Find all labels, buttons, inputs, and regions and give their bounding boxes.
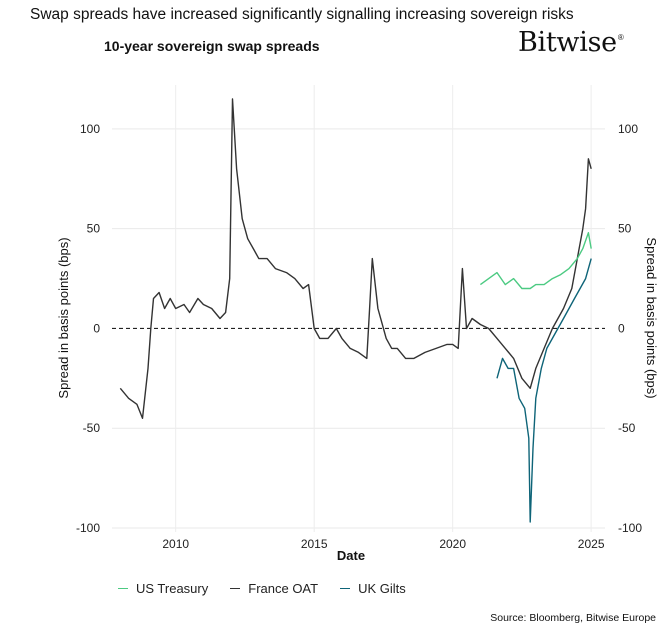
y-tick-label-left: 50 [87, 222, 101, 236]
x-tick-label: 2020 [439, 537, 466, 551]
x-tick-label: 2025 [578, 537, 605, 551]
legend-swatch-uk-gilts [340, 588, 351, 589]
brand-logo: Bitwise® [518, 27, 624, 58]
brand-wordmark: Bitwise [518, 27, 617, 58]
y-tick-label-left: -100 [76, 521, 100, 535]
series-lines [119, 98, 592, 523]
y-tick-label-right: 0 [618, 321, 625, 335]
chart-subtitle: 10-year sovereign swap spreads [104, 38, 320, 54]
chart-legend: US Treasury France OAT UK Gilts [118, 581, 406, 596]
y-tick-label-right: -100 [618, 521, 642, 535]
x-axis-title: Date [337, 548, 365, 563]
legend-swatch-us-treasury [118, 588, 128, 589]
series-line-france-oat [119, 98, 592, 419]
legend-label-us-treasury: US Treasury [136, 581, 209, 596]
legend-item-uk-gilts: UK Gilts [340, 581, 406, 596]
series-line-us-treasury [479, 232, 592, 290]
y-axis-title-left: Spread in basis points (bps) [56, 237, 71, 398]
chart-headline: Swap spreads have increased significantl… [30, 6, 574, 23]
y-tick-label-right: 50 [618, 222, 632, 236]
legend-swatch-france-oat [230, 588, 241, 589]
y-tick-label-left: -50 [83, 421, 101, 435]
axes: -100 -100 -50 -50 0 0 50 50 100 100 2010 2015 2020 20… [76, 122, 642, 551]
y-axis-title-right: Spread in basis points (bps) [644, 237, 659, 398]
y-tick-label-left: 100 [80, 122, 100, 136]
legend-label-uk-gilts: UK Gilts [358, 581, 406, 596]
x-tick-label: 2015 [301, 537, 328, 551]
legend-label-france-oat: France OAT [248, 581, 319, 596]
legend-item-france-oat: France OAT [230, 581, 318, 596]
series-line-uk-gilts [496, 258, 592, 523]
gridlines [112, 85, 605, 532]
y-tick-label-right: -50 [618, 421, 636, 435]
x-tick-label: 2010 [162, 537, 189, 551]
source-note: Source: Bloomberg, Bitwise Europe [490, 612, 656, 624]
registered-mark: ® [617, 33, 624, 42]
legend-item-us-treasury: US Treasury [118, 581, 208, 596]
y-tick-label-right: 100 [618, 122, 638, 136]
y-tick-label-left: 0 [93, 321, 100, 335]
